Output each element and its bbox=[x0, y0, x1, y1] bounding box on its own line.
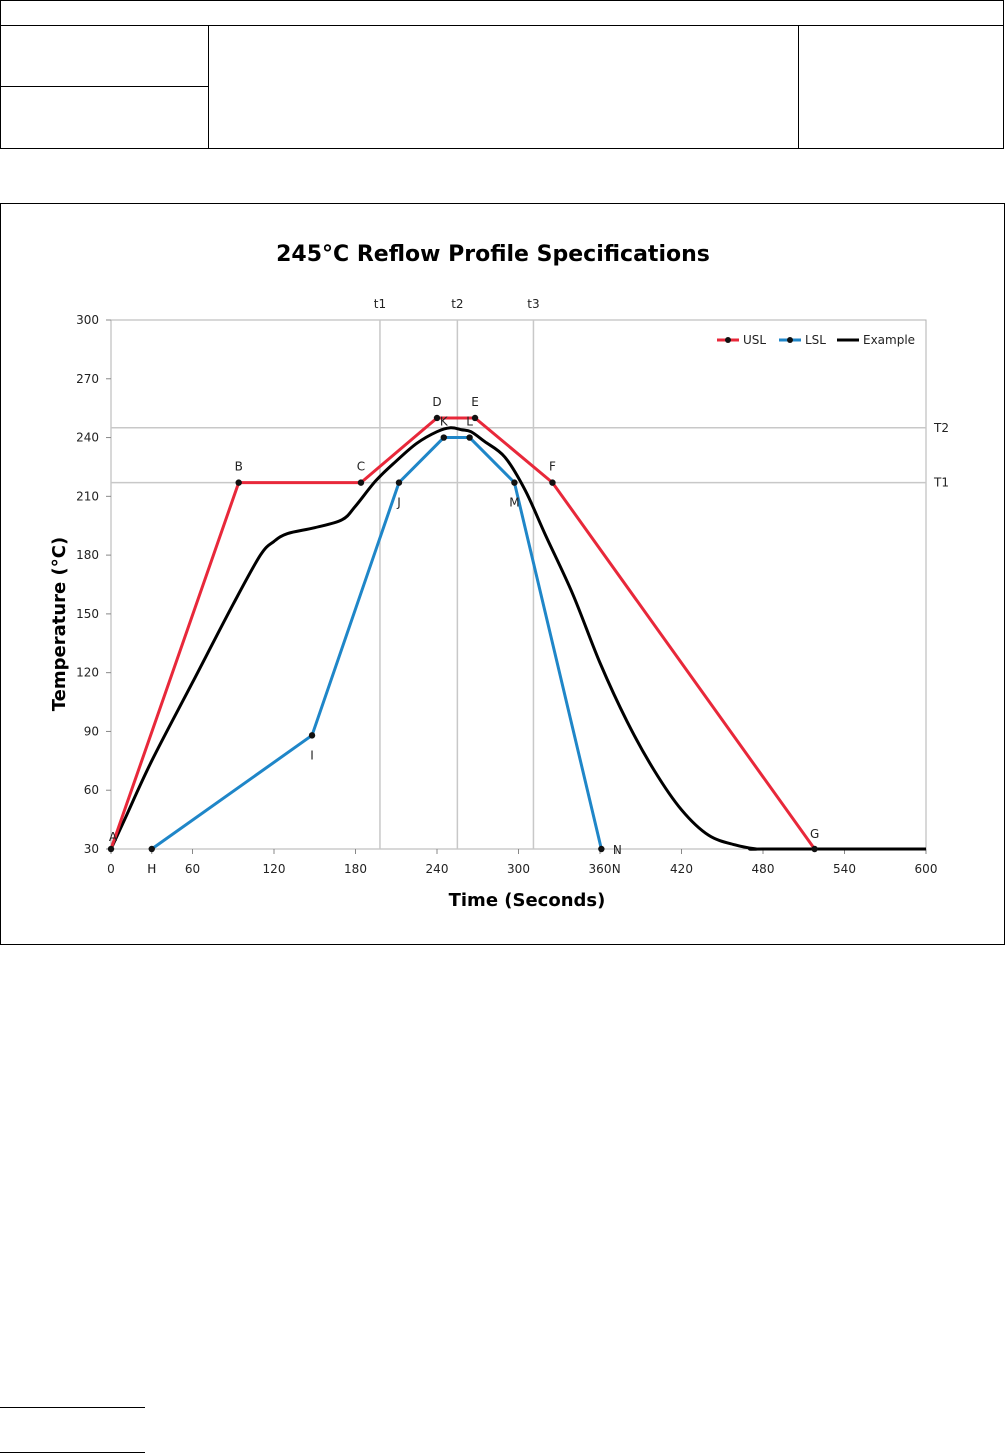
ref-label-t3: t3 bbox=[527, 297, 539, 311]
y-tick-label: 240 bbox=[76, 431, 99, 445]
x-tick-label: 240 bbox=[426, 862, 449, 876]
series-example-line bbox=[109, 426, 926, 851]
point-C bbox=[357, 479, 365, 486]
y-tick-label: 210 bbox=[76, 489, 99, 503]
chart-title: 245°C Reflow Profile Specifications bbox=[276, 242, 710, 267]
header-top-row bbox=[1, 1, 1003, 26]
ref-label-t1: t1 bbox=[374, 297, 386, 311]
point-label-A: A bbox=[109, 830, 118, 844]
legend-label-usl: USL bbox=[743, 333, 766, 347]
point-M bbox=[511, 479, 518, 486]
x-tick-label: 420 bbox=[670, 862, 693, 876]
y-tick-label: 90 bbox=[84, 724, 99, 738]
header-left-divider bbox=[1, 86, 208, 87]
plot-area bbox=[110, 319, 927, 850]
x-tick-label: H bbox=[147, 862, 156, 876]
y-tick-label: 120 bbox=[76, 666, 99, 680]
ref-label-t2: t2 bbox=[451, 297, 463, 311]
chart-frame: 245°C Reflow Profile Specifications Time… bbox=[0, 203, 1005, 945]
x-tick-label: 360 bbox=[589, 862, 612, 876]
point-label-L: L bbox=[466, 415, 473, 429]
point-label-E: E bbox=[471, 395, 479, 409]
point-B bbox=[235, 479, 242, 486]
point-D bbox=[433, 414, 441, 422]
y-tick-label: 180 bbox=[76, 548, 99, 562]
header-left-cell bbox=[1, 25, 209, 149]
x-axis-label: Time (Seconds) bbox=[449, 890, 606, 911]
point-label-I: I bbox=[310, 748, 314, 762]
point-label-G: G bbox=[810, 827, 819, 841]
point-label-M: M bbox=[509, 496, 519, 510]
header-middle-cell bbox=[209, 25, 799, 149]
point-label-N: N bbox=[613, 843, 622, 857]
point-label-K: K bbox=[440, 415, 449, 429]
x-tick-label: 600 bbox=[915, 862, 938, 876]
ref-label-T1: T1 bbox=[933, 476, 949, 490]
y-tick-label: 270 bbox=[76, 372, 99, 386]
x-tick-label: 120 bbox=[263, 862, 286, 876]
point-label-D: D bbox=[432, 395, 441, 409]
legend-label-lsl: LSL bbox=[805, 333, 826, 347]
point-label-F: F bbox=[549, 460, 556, 474]
x-tick-label: 540 bbox=[833, 862, 856, 876]
legend-marker-usl bbox=[725, 337, 731, 343]
point-K bbox=[440, 434, 447, 441]
point-label-J: J bbox=[396, 496, 401, 510]
y-tick-label: 150 bbox=[76, 607, 99, 621]
legend-label-example: Example bbox=[863, 333, 915, 347]
point-label-C: C bbox=[357, 460, 365, 474]
point-F bbox=[549, 479, 556, 486]
y-axis-label: Temperature (°C) bbox=[49, 537, 70, 711]
x-tick-label: 180 bbox=[344, 862, 367, 876]
x-tick-label: 480 bbox=[752, 862, 775, 876]
point-J bbox=[395, 479, 403, 486]
y-tick-label: 60 bbox=[84, 783, 99, 797]
footnote-rule-1 bbox=[0, 1407, 145, 1408]
point-L bbox=[466, 434, 473, 441]
ref-label-T2: T2 bbox=[933, 421, 949, 435]
x-tick-label: 0 bbox=[107, 862, 115, 876]
header-right-cell bbox=[799, 25, 1004, 149]
footnote-rule-2 bbox=[0, 1452, 145, 1453]
point-N bbox=[598, 845, 605, 853]
point-label-B: B bbox=[235, 460, 243, 474]
point-I bbox=[308, 732, 316, 739]
x-tick-label: N bbox=[612, 862, 621, 876]
point-A bbox=[107, 845, 115, 853]
x-tick-label: 300 bbox=[507, 862, 530, 876]
x-tick-label: 60 bbox=[185, 862, 200, 876]
point-E bbox=[471, 414, 479, 422]
document-header-table bbox=[0, 0, 1004, 149]
point-G bbox=[811, 845, 818, 853]
point-label-H: H bbox=[147, 862, 156, 876]
reflow-profile-chart: 245°C Reflow Profile Specifications Time… bbox=[49, 242, 949, 911]
legend-marker-lsl bbox=[787, 337, 793, 343]
point-H bbox=[148, 845, 155, 853]
y-tick-label: 30 bbox=[84, 842, 99, 856]
y-tick-label: 300 bbox=[76, 313, 99, 327]
